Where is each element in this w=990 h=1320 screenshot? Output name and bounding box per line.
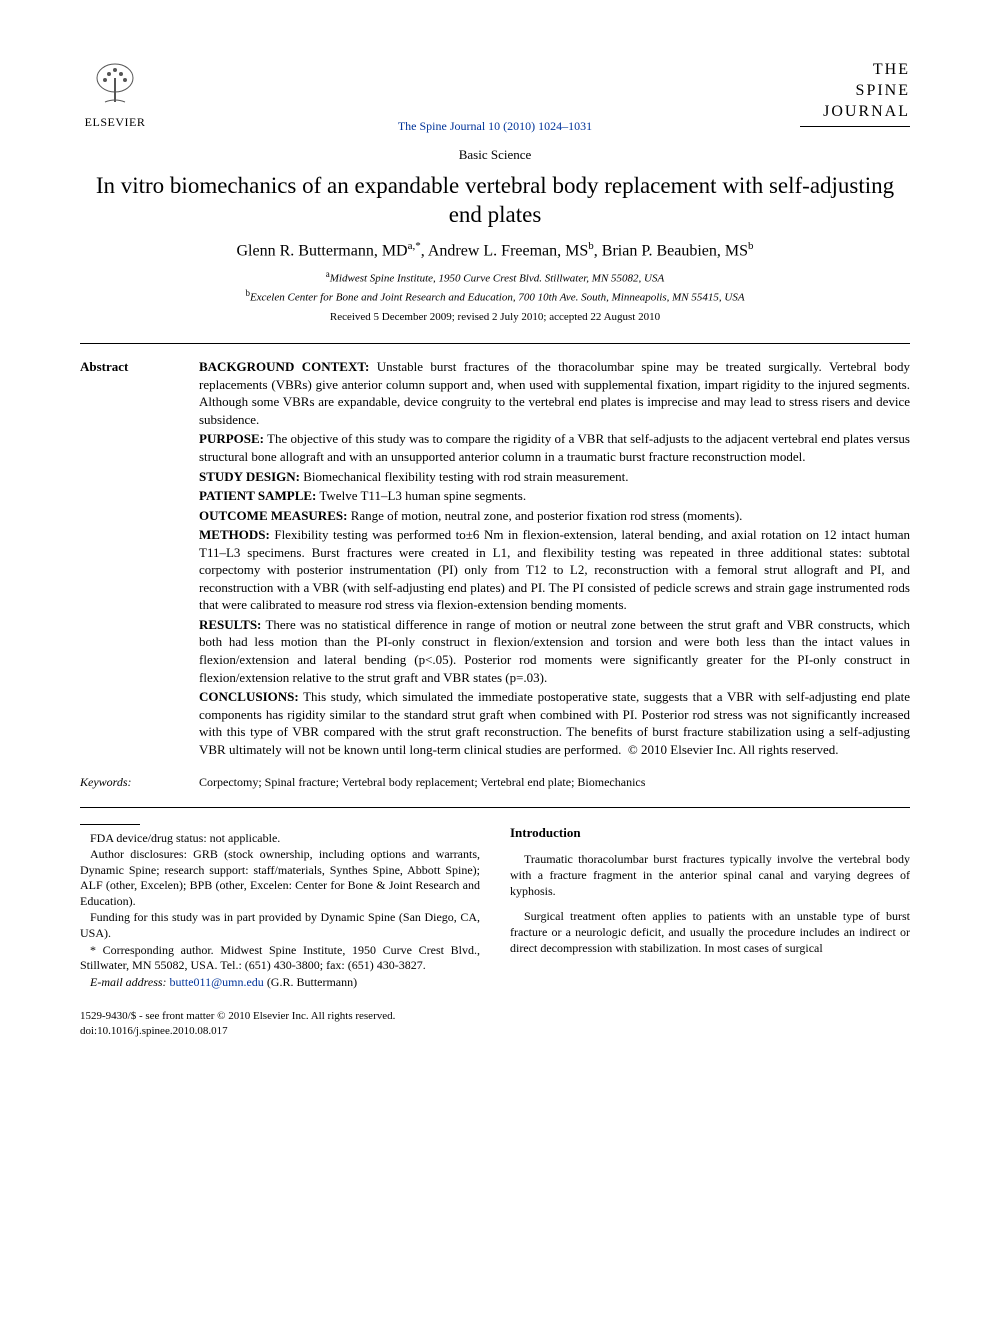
citation: The Spine Journal 10 (2010) 1024–1031 — [80, 118, 910, 134]
outcome-text: Range of motion, neutral zone, and poste… — [351, 508, 743, 523]
divider-top — [80, 343, 910, 344]
keywords-label: Keywords: — [80, 774, 175, 790]
background-head: BACKGROUND CONTEXT: — [199, 359, 369, 374]
results-text: There was no statistical difference in r… — [199, 617, 910, 685]
intro-p1: Traumatic thoracolumbar burst fractures … — [510, 851, 910, 900]
publisher-logo: ELSEVIER — [80, 60, 150, 130]
intro-heading: Introduction — [510, 824, 910, 842]
email-label: E-mail address: — [90, 975, 167, 989]
divider-bottom — [80, 807, 910, 808]
keywords-text: Corpectomy; Spinal fracture; Vertebral b… — [199, 774, 910, 790]
author-2-sup: b — [588, 240, 594, 252]
email-address[interactable]: butte011@umn.edu — [170, 975, 264, 989]
methods-head: METHODS: — [199, 527, 270, 542]
purpose-text: The objective of this study was to compa… — [199, 431, 910, 464]
copyright: © 2010 Elsevier Inc. All rights reserved… — [628, 742, 839, 757]
page-footer: 1529-9430/$ - see front matter © 2010 El… — [80, 1009, 910, 1038]
journal-logo-line3: JOURNAL — [800, 102, 910, 123]
conclusions-head: CONCLUSIONS: — [199, 689, 299, 704]
author-1-sup: a,* — [408, 240, 421, 252]
article-title: In vitro biomechanics of an expandable v… — [80, 172, 910, 230]
affiliations: aMidwest Spine Institute, 1950 Curve Cre… — [80, 268, 910, 306]
author-2: Andrew L. Freeman, MS — [428, 243, 588, 260]
sample-text: Twelve T11–L3 human spine segments. — [319, 488, 526, 503]
intro-p2: Surgical treatment often applies to pati… — [510, 908, 910, 957]
author-1: Glenn R. Buttermann, MD — [237, 243, 408, 260]
footnote-rule — [80, 824, 140, 825]
authors: Glenn R. Buttermann, MDa,*, Andrew L. Fr… — [80, 239, 910, 262]
author-disclosures: Author disclosures: GRB (stock ownership… — [80, 847, 480, 909]
design-text: Biomechanical flexibility testing with r… — [303, 469, 628, 484]
purpose-head: PURPOSE: — [199, 431, 264, 446]
journal-logo: THE SPINE JOURNAL — [800, 60, 910, 127]
results-head: RESULTS: — [199, 617, 261, 632]
outcome-head: OUTCOME MEASURES: — [199, 508, 347, 523]
journal-logo-line1: THE — [800, 60, 910, 81]
keywords-row: Keywords: Corpectomy; Spinal fracture; V… — [80, 774, 910, 790]
author-3: Brian P. Beaubien, MS — [602, 243, 748, 260]
footnotes-column: FDA device/drug status: not applicable. … — [80, 824, 480, 992]
sample-head: PATIENT SAMPLE: — [199, 488, 316, 503]
doi-line: doi:10.1016/j.spinee.2010.08.017 — [80, 1024, 910, 1038]
intro-column: Introduction Traumatic thoracolumbar bur… — [510, 824, 910, 992]
abstract-label: Abstract — [80, 358, 175, 760]
funding-note: Funding for this study was in part provi… — [80, 910, 480, 941]
aff-a: Midwest Spine Institute, 1950 Curve Cres… — [330, 273, 664, 285]
fda-status: FDA device/drug status: not applicable. — [80, 831, 480, 847]
section-type: Basic Science — [80, 146, 910, 164]
abstract-body: BACKGROUND CONTEXT: Unstable burst fract… — [199, 358, 910, 760]
design-head: STUDY DESIGN: — [199, 469, 300, 484]
journal-logo-line2: SPINE — [800, 81, 910, 102]
email-line: E-mail address: butte011@umn.edu (G.R. B… — [80, 975, 480, 991]
issn-line: 1529-9430/$ - see front matter © 2010 El… — [80, 1009, 910, 1023]
elsevier-tree-icon — [80, 60, 150, 112]
publisher-name: ELSEVIER — [80, 114, 150, 130]
article-dates: Received 5 December 2009; revised 2 July… — [80, 310, 910, 325]
abstract-block: Abstract BACKGROUND CONTEXT: Unstable bu… — [80, 358, 910, 760]
lower-columns: FDA device/drug status: not applicable. … — [80, 824, 910, 992]
corresponding-author: * Corresponding author. Midwest Spine In… — [80, 943, 480, 974]
author-3-sup: b — [748, 240, 754, 252]
email-suffix: (G.R. Buttermann) — [267, 975, 357, 989]
aff-b: Excelen Center for Bone and Joint Resear… — [250, 292, 745, 304]
methods-text: Flexibility testing was performed to±6 N… — [199, 527, 910, 612]
